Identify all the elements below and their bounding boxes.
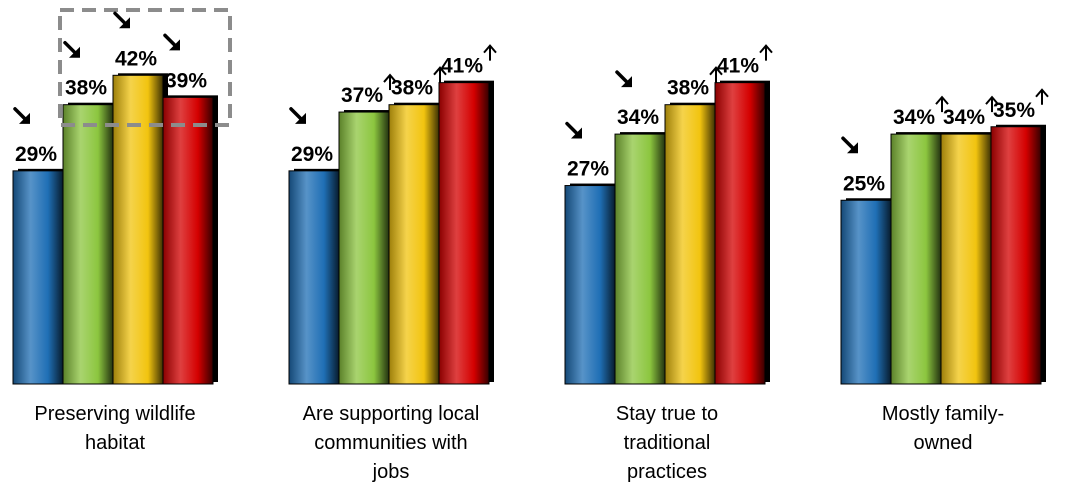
trend-up-icon <box>759 44 773 61</box>
trend-down-icon <box>289 107 306 124</box>
bar <box>112 74 164 385</box>
trend-down-icon <box>841 136 858 154</box>
data-label: 34% <box>943 106 985 129</box>
bar <box>438 82 490 385</box>
bar <box>890 133 942 385</box>
trend-up-icon <box>709 66 723 83</box>
trend-down-icon <box>63 40 80 58</box>
category-label: Stay true to <box>616 403 718 425</box>
bar <box>338 111 390 385</box>
data-label: 41% <box>441 55 483 78</box>
bars-layer <box>12 73 1046 385</box>
bar <box>714 82 766 385</box>
bar-group-1 <box>12 73 218 385</box>
trend-down-icon <box>163 33 180 51</box>
category-label: owned <box>914 432 973 454</box>
trend-up-icon <box>985 95 999 113</box>
bar <box>62 104 114 385</box>
bar-group-3 <box>564 80 770 385</box>
data-label: 29% <box>15 143 57 166</box>
data-label: 41% <box>717 55 759 78</box>
data-label: 27% <box>567 158 609 181</box>
data-label: 35% <box>993 99 1035 122</box>
category-label: Are supporting local <box>303 403 480 425</box>
data-label: 42% <box>115 47 157 70</box>
category-label: practices <box>627 461 707 483</box>
bar <box>564 185 616 385</box>
category-label: Mostly family- <box>882 403 1004 425</box>
highlight-layer <box>58 8 232 127</box>
bar-group-2 <box>288 80 494 385</box>
bar-group-4 <box>840 124 1046 385</box>
data-label: 39% <box>165 69 207 92</box>
bar <box>614 133 666 385</box>
data-label: 37% <box>341 84 383 107</box>
trend-up-icon <box>935 95 949 113</box>
category-label: traditional <box>624 432 711 454</box>
bar <box>288 170 340 385</box>
trend-down-icon <box>13 107 30 124</box>
highlight-box <box>58 8 232 127</box>
trend-down-icon <box>615 70 632 88</box>
trend-up-icon <box>1035 88 1049 105</box>
bar <box>940 133 992 385</box>
trend-up-icon <box>433 66 447 83</box>
category-label: communities with <box>314 432 467 454</box>
category-label: Preserving wildlife <box>34 403 195 425</box>
data-label: 25% <box>843 172 885 195</box>
data-label: 38% <box>65 77 107 100</box>
data-label: 38% <box>391 77 433 100</box>
category-label: habitat <box>85 432 145 454</box>
trend-down-icon <box>565 121 582 139</box>
labels-layer: 29% 38% 42% 39% Preserving wildlife habitat 29… <box>13 11 1049 483</box>
bar <box>388 104 440 385</box>
data-label: 29% <box>291 143 333 166</box>
data-label: 34% <box>893 106 935 129</box>
trend-down-icon <box>113 11 130 29</box>
bar <box>840 199 892 385</box>
data-label: 34% <box>617 106 659 129</box>
bar <box>12 170 64 385</box>
trend-up-icon <box>383 73 397 91</box>
bar <box>162 96 214 385</box>
data-label: 38% <box>667 77 709 100</box>
category-label: jobs <box>372 461 410 483</box>
trend-up-icon <box>483 44 497 61</box>
bar <box>664 104 716 385</box>
bar <box>990 126 1042 385</box>
